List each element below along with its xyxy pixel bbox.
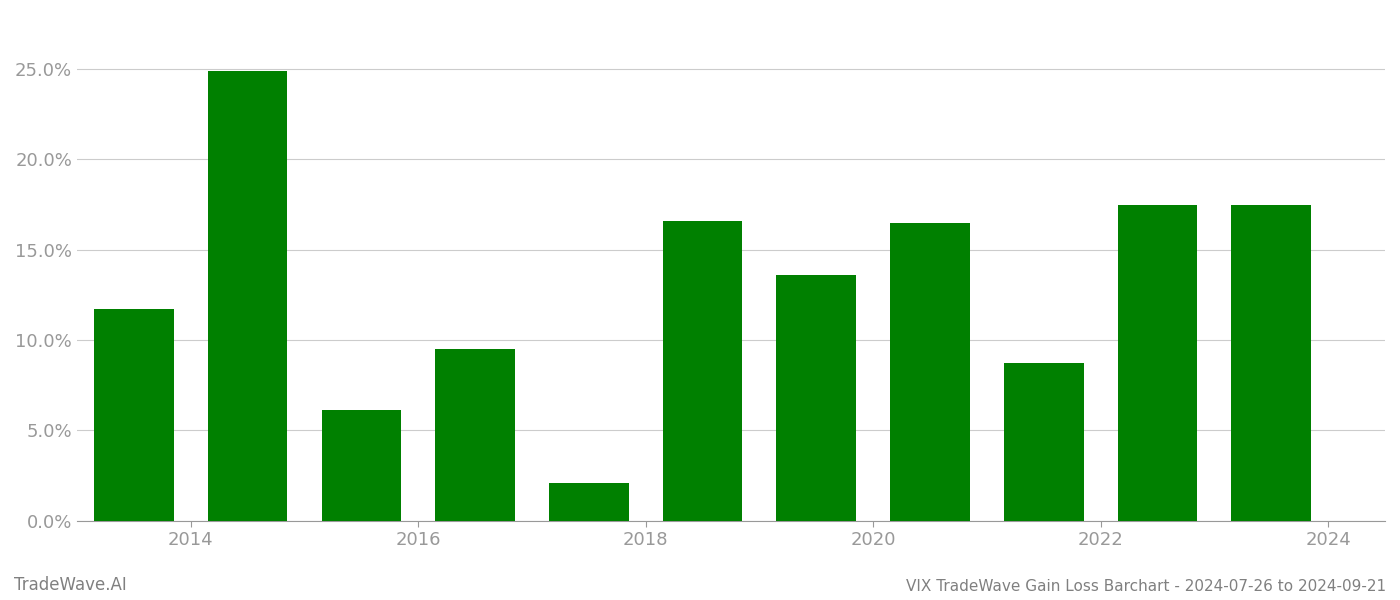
Text: VIX TradeWave Gain Loss Barchart - 2024-07-26 to 2024-09-21: VIX TradeWave Gain Loss Barchart - 2024-… xyxy=(906,579,1386,594)
Bar xyxy=(1004,364,1084,521)
Bar xyxy=(322,410,402,521)
Bar xyxy=(94,310,174,521)
Bar xyxy=(435,349,515,521)
Bar xyxy=(207,71,287,521)
Bar xyxy=(662,221,742,521)
Bar xyxy=(1117,205,1197,521)
Bar xyxy=(1232,205,1310,521)
Bar xyxy=(549,482,629,521)
Bar xyxy=(777,275,857,521)
Bar xyxy=(890,223,970,521)
Text: TradeWave.AI: TradeWave.AI xyxy=(14,576,127,594)
